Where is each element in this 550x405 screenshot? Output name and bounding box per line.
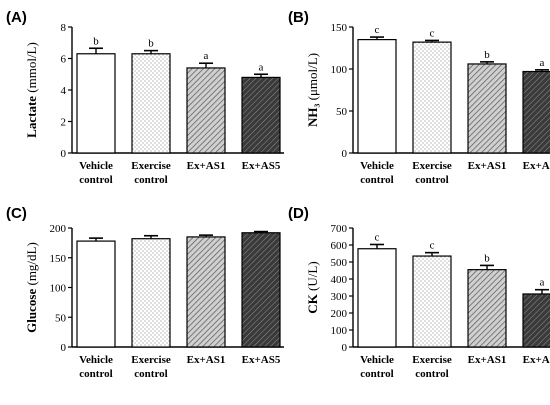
- y-tick-label: 700: [331, 223, 348, 235]
- y-tick-label: 8: [61, 22, 67, 34]
- bar: [186, 236, 226, 348]
- x-category-label: Exercise: [412, 160, 452, 172]
- significance-letter: a: [259, 61, 264, 73]
- bar: [522, 293, 550, 348]
- significance-letter: a: [540, 277, 545, 289]
- y-tick-label: 500: [331, 257, 348, 269]
- y-axis-label-unit: (μmol/L): [305, 53, 320, 104]
- x-category-label: Ex+AS5: [242, 160, 281, 172]
- bar: [76, 53, 116, 154]
- y-axis-label-unit: (U/L): [305, 261, 320, 294]
- y-axis-label-quantity: CK: [305, 293, 320, 313]
- x-category-label: control: [134, 368, 167, 380]
- y-tick-label: 300: [331, 291, 348, 303]
- bar: [131, 238, 171, 348]
- y-tick-label: 0: [342, 148, 348, 160]
- bar: [412, 255, 452, 348]
- significance-letter: b: [148, 38, 154, 50]
- y-tick-label: 200: [331, 308, 348, 320]
- y-tick-label: 6: [61, 54, 67, 66]
- bar: [241, 232, 281, 348]
- x-category-label: control: [79, 174, 112, 186]
- bar: [357, 248, 397, 348]
- bar: [467, 269, 507, 348]
- x-category-label: control: [79, 368, 112, 380]
- panel-letter: (C): [6, 205, 27, 222]
- x-category-label: Vehicle: [360, 160, 394, 172]
- x-category-label: Ex+AS1: [468, 354, 507, 366]
- bar: [131, 53, 171, 154]
- chart-panel-3: (C) Glucose (mg/dL) 0 50 100 150 200 Vehicle con…: [6, 205, 284, 380]
- y-tick-label: 150: [331, 22, 348, 34]
- x-category-label: Exercise: [412, 354, 452, 366]
- bar: [186, 67, 226, 154]
- panel-letter: (D): [288, 205, 309, 222]
- y-tick-label: 600: [331, 240, 348, 252]
- significance-letter: c: [375, 231, 380, 243]
- x-category-label: Vehicle: [360, 354, 394, 366]
- y-tick-label: 0: [342, 342, 348, 354]
- panels: (A) Lactate (mmol/L) 0 2 4 6 8 b Vehicle control b…: [6, 9, 550, 380]
- chart-panel-2: (B) NH₃ (μmol/L) 0 50 100 150 c Vehicle control c…: [288, 9, 550, 186]
- y-axis-label: NH₃ (μmol/L): [305, 53, 320, 127]
- significance-letter: c: [430, 27, 435, 39]
- y-axis-label-unit: (mmol/L): [24, 42, 39, 96]
- x-category-label: Vehicle: [79, 160, 113, 172]
- bar: [467, 63, 507, 154]
- x-category-label: Ex+AS1: [468, 160, 507, 172]
- y-axis-label: Glucose (mg/dL): [24, 242, 39, 333]
- bar: [522, 70, 550, 154]
- x-category-label: Exercise: [131, 354, 171, 366]
- y-tick-label: 150: [50, 253, 67, 265]
- significance-letter: c: [375, 24, 380, 36]
- x-category-label: control: [415, 368, 448, 380]
- y-axis-label: CK (U/L): [305, 261, 320, 313]
- significance-letter: a: [204, 50, 209, 62]
- y-tick-label: 100: [50, 283, 67, 295]
- x-category-label: Ex+AS5: [523, 354, 550, 366]
- panel-letter: (B): [288, 9, 309, 26]
- bar: [76, 240, 116, 348]
- x-category-label: Ex+AS1: [187, 354, 226, 366]
- bar: [241, 76, 281, 154]
- chart-panel-4: (D) CK (U/L) 0 100 200 300 400 500 600 700 c Vehicl…: [288, 205, 550, 380]
- panel-letter: (A): [6, 9, 27, 26]
- bar: [357, 38, 397, 154]
- x-category-label: control: [134, 174, 167, 186]
- chart-panel-1: (A) Lactate (mmol/L) 0 2 4 6 8 b Vehicle control b…: [6, 9, 284, 186]
- y-tick-label: 0: [61, 342, 67, 354]
- significance-letter: a: [540, 57, 545, 69]
- y-tick-label: 4: [61, 85, 67, 97]
- significance-letter: b: [484, 252, 490, 264]
- y-tick-label: 200: [50, 223, 67, 235]
- y-tick-label: 50: [336, 106, 348, 118]
- y-axis-label-quantity: Glucose: [24, 289, 39, 333]
- y-tick-label: 400: [331, 274, 348, 286]
- y-tick-label: 2: [61, 117, 67, 129]
- significance-letter: c: [430, 240, 435, 252]
- x-category-label: Vehicle: [79, 354, 113, 366]
- y-tick-label: 100: [331, 64, 348, 76]
- y-tick-label: 0: [61, 148, 67, 160]
- y-axis-label: Lactate (mmol/L): [24, 42, 39, 138]
- y-axis-label-quantity: Lactate: [24, 96, 39, 138]
- x-category-label: Ex+AS5: [523, 160, 550, 172]
- x-category-label: control: [415, 174, 448, 186]
- y-tick-label: 50: [55, 312, 67, 324]
- bar: [412, 41, 452, 154]
- y-axis-label-unit: (mg/dL): [24, 242, 39, 289]
- x-category-label: control: [360, 368, 393, 380]
- y-axis-label-quantity: NH₃: [305, 104, 320, 128]
- x-category-label: control: [360, 174, 393, 186]
- y-tick-label: 100: [331, 325, 348, 337]
- x-category-label: Exercise: [131, 160, 171, 172]
- x-category-label: Ex+AS5: [242, 354, 281, 366]
- x-category-label: Ex+AS1: [187, 160, 226, 172]
- significance-letter: b: [93, 35, 99, 47]
- significance-letter: b: [484, 49, 490, 61]
